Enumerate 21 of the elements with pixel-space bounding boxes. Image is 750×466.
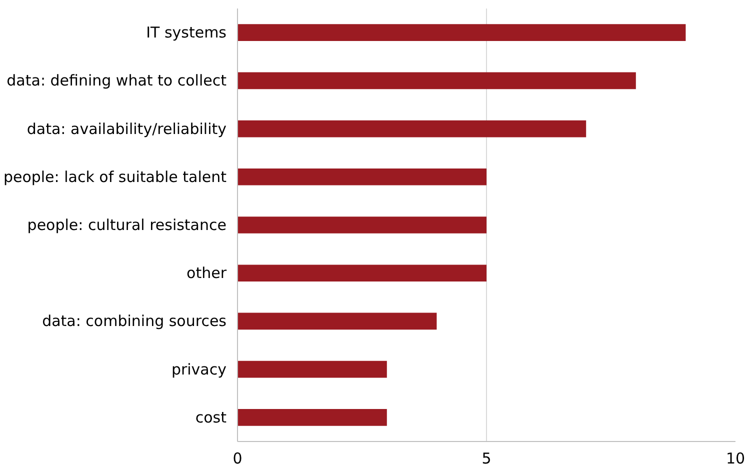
bar bbox=[238, 360, 387, 378]
y-tick-label: people: cultural resistance bbox=[27, 216, 227, 234]
y-tick-label: other bbox=[186, 264, 228, 282]
y-tick-label: IT systems bbox=[146, 24, 227, 42]
x-tick-label: 5 bbox=[482, 450, 492, 466]
bar bbox=[238, 264, 486, 282]
y-tick-label: people: lack of suitable talent bbox=[3, 168, 227, 186]
y-tick-label: privacy bbox=[171, 360, 227, 378]
bar bbox=[238, 120, 586, 138]
x-tick-label: 0 bbox=[232, 450, 242, 466]
y-tick-label: data: combining sources bbox=[42, 312, 227, 330]
y-tick-label: data: defining what to collect bbox=[6, 72, 227, 90]
bar bbox=[238, 168, 486, 186]
bar bbox=[238, 24, 686, 41]
bar bbox=[238, 216, 486, 234]
bar bbox=[238, 312, 437, 330]
bar bbox=[238, 72, 636, 90]
x-tick-label: 10 bbox=[726, 450, 746, 466]
bar bbox=[238, 409, 387, 426]
y-tick-label: cost bbox=[195, 408, 227, 426]
y-tick-label: data: availability/reliability bbox=[26, 120, 227, 138]
